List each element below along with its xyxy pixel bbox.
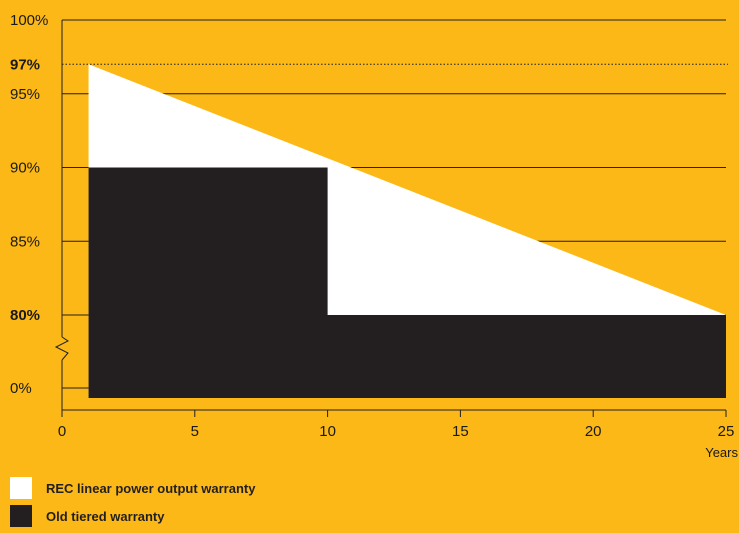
tiered-warranty-area [88,167,726,398]
legend-item-tiered: Old tiered warranty [10,505,255,527]
y-tick-label: 90% [10,160,40,177]
y-tick-label: 80% [10,307,40,324]
legend-item-linear: REC linear power output warranty [10,477,255,499]
x-tick-label: 0 [58,423,66,440]
x-tick-label: 15 [452,423,469,440]
x-tick-label: 20 [585,423,602,440]
x-tick-label: 10 [319,423,336,440]
y-tick-label: 97% [10,56,40,73]
y-tick-label: 100% [10,12,48,29]
axes [54,20,727,417]
y-tick-label: 0% [10,380,32,397]
chart-area: 0% 80% 85% 90% 95% 97% 100% 0 5 10 15 20 25 Years [10,12,739,460]
legend-label-linear: REC linear power output warranty [46,480,256,496]
y-tick-label: 85% [10,233,40,250]
y-tick-labels: 0% 80% 85% 90% 95% 97% 100% [10,12,48,397]
legend-swatch-white [10,477,32,499]
y-tick-label: 95% [10,86,40,103]
x-tick-label: 5 [191,423,199,440]
series-tiered-warranty [88,167,726,398]
y-axis-break [54,336,69,361]
legend: REC linear power output warranty Old tie… [10,477,255,533]
legend-swatch-black [10,505,32,527]
legend-label-tiered: Old tiered warranty [46,508,165,524]
x-tick-labels: 0 5 10 15 20 25 Years [58,423,739,460]
x-axis-title: Years [705,445,738,460]
x-tick-label: 25 [718,423,735,440]
